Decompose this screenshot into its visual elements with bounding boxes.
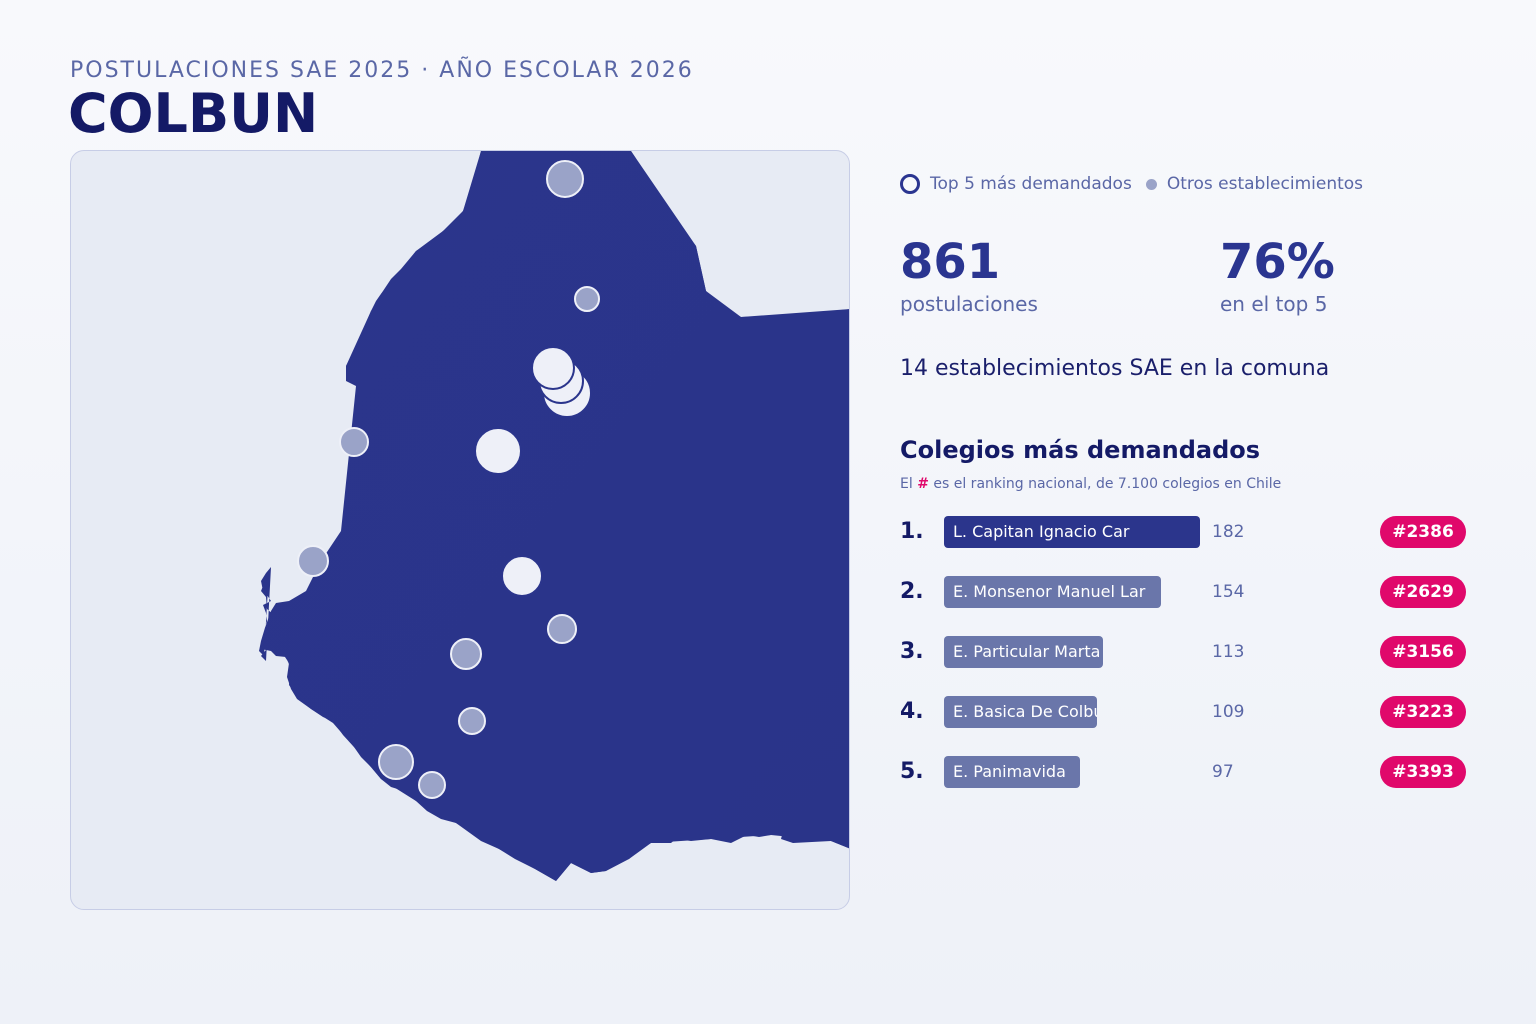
ranking-bar: E. Monsenor Manuel Lar <box>944 576 1161 608</box>
map-panel[interactable] <box>70 150 850 910</box>
map-legend: Top 5 más demandados Otros establecimien… <box>900 174 1363 194</box>
rank-position: 4. <box>900 699 924 724</box>
national-rank-badge: #2629 <box>1380 576 1466 608</box>
rank-position: 1. <box>900 519 924 544</box>
school-name: L. Capitan Ignacio Car <box>953 522 1130 541</box>
other-dot-icon <box>1145 178 1157 190</box>
national-rank-badge: #3156 <box>1380 636 1466 668</box>
ranking-bar: L. Capitan Ignacio Car <box>944 516 1200 548</box>
top5-share-value: 76% <box>1220 234 1335 290</box>
applications-count: 154 <box>1212 582 1245 602</box>
ranking-row[interactable]: 3. E. Particular Marta B 113 #3156 <box>900 636 1470 668</box>
applications-label: postulaciones <box>900 292 1038 316</box>
top5-ring-icon <box>900 174 920 194</box>
national-rank-badge: #2386 <box>1380 516 1466 548</box>
stat-applications: 861 postulaciones <box>900 232 1038 316</box>
ranking-row[interactable]: 1. L. Capitan Ignacio Car 182 #2386 <box>900 516 1470 548</box>
ranking-bar: E. Basica De Colbun <box>944 696 1097 728</box>
school-marker[interactable] <box>546 160 584 198</box>
school-name: E. Panimavida <box>953 762 1066 781</box>
ranking-note-prefix: El <box>900 476 918 492</box>
national-rank-badge: #3393 <box>1380 756 1466 788</box>
top5-marker[interactable] <box>474 427 522 475</box>
applications-count: 109 <box>1212 702 1245 722</box>
ranking-note: El # es el ranking nacional, de 7.100 co… <box>900 476 1281 492</box>
applications-count: 113 <box>1212 642 1245 662</box>
commune-map <box>259 151 849 881</box>
markers-top5 <box>474 346 592 597</box>
school-marker[interactable] <box>378 744 414 780</box>
applications-count: 97 <box>1212 762 1234 782</box>
school-marker[interactable] <box>339 427 369 457</box>
school-name: E. Monsenor Manuel Lar <box>953 582 1146 601</box>
ranking-note-suffix: es el ranking nacional, de 7.100 colegio… <box>928 476 1282 492</box>
ranking-note-hash: # <box>917 476 929 492</box>
national-rank-badge: #3223 <box>1380 696 1466 728</box>
ranking-bar: E. Panimavida <box>944 756 1080 788</box>
school-marker[interactable] <box>547 614 577 644</box>
page-title: COLBUN <box>68 82 319 145</box>
ranking-row[interactable]: 4. E. Basica De Colbun 109 #3223 <box>900 696 1470 728</box>
school-marker[interactable] <box>450 638 482 670</box>
school-name: E. Basica De Colbun <box>953 702 1097 721</box>
top5-share-label: en el top 5 <box>1220 292 1328 316</box>
school-marker[interactable] <box>574 286 600 312</box>
schools-count: 14 establecimientos SAE en la comuna <box>900 356 1330 381</box>
page-subtitle: POSTULACIONES SAE 2025 · AÑO ESCOLAR 202… <box>70 58 694 83</box>
school-marker[interactable] <box>297 545 329 577</box>
school-name: E. Particular Marta B <box>953 642 1103 661</box>
legend-top5-label: Top 5 más demandados <box>930 174 1132 194</box>
markers-other <box>297 160 600 799</box>
school-marker[interactable] <box>418 771 446 799</box>
top5-marker[interactable] <box>531 346 575 390</box>
rank-position: 5. <box>900 759 924 784</box>
school-marker[interactable] <box>458 707 486 735</box>
stat-top5-share: 76% en el top 5 <box>1220 232 1335 316</box>
commune-region-west <box>261 151 849 881</box>
applications-value: 861 <box>900 234 1001 290</box>
ranking-title: Colegios más demandados <box>900 436 1261 464</box>
legend-others-label: Otros establecimientos <box>1166 174 1364 194</box>
ranking-bar: E. Particular Marta B <box>944 636 1103 668</box>
applications-count: 182 <box>1212 522 1245 542</box>
rank-position: 3. <box>900 639 924 664</box>
rank-position: 2. <box>900 579 924 604</box>
ranking-row[interactable]: 2. E. Monsenor Manuel Lar 154 #2629 <box>900 576 1470 608</box>
top5-marker[interactable] <box>501 555 543 597</box>
ranking-row[interactable]: 5. E. Panimavida 97 #3393 <box>900 756 1470 788</box>
